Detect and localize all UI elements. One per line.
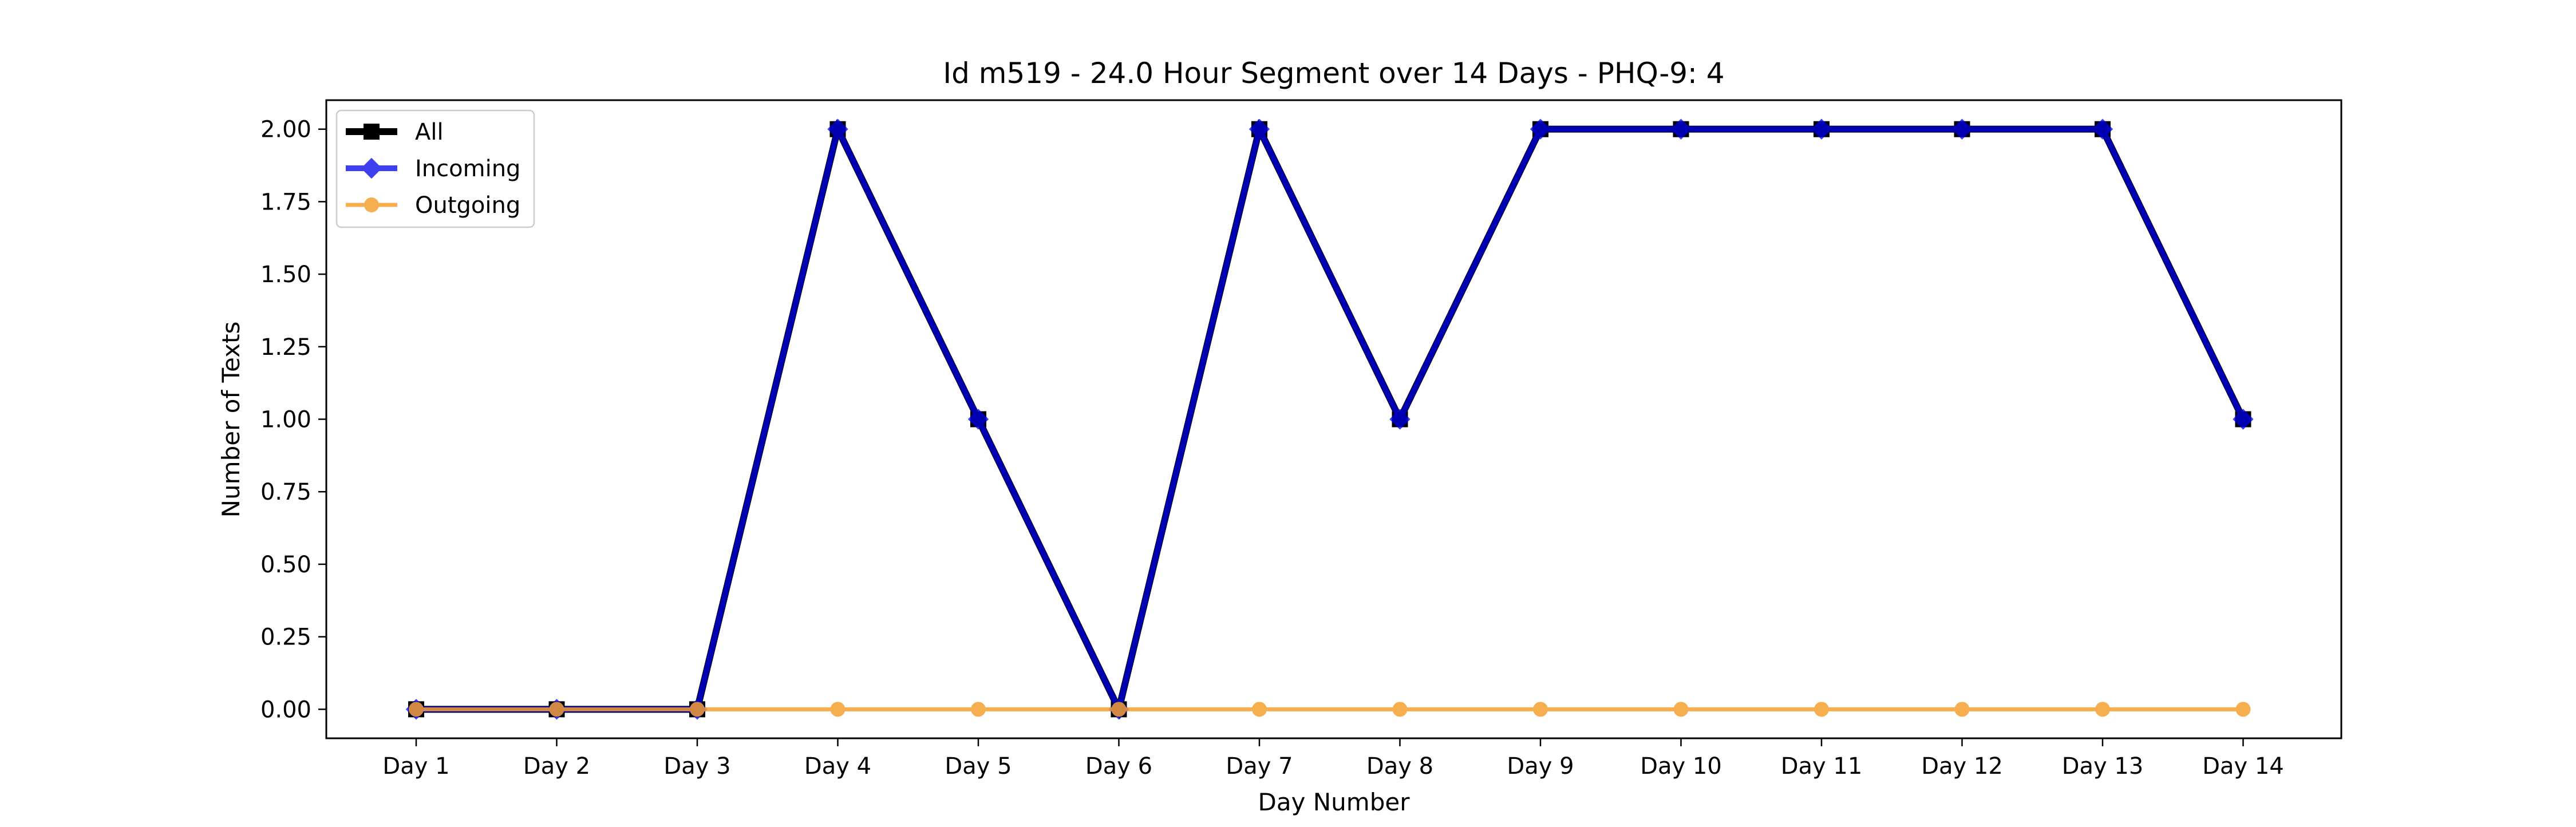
- data-point-outgoing: [1533, 702, 1548, 717]
- y-tick-label: 1.50: [260, 262, 311, 288]
- legend-marker-outgoing: [364, 197, 379, 212]
- x-tick-label: Day 5: [945, 753, 1012, 779]
- y-tick-label: 1.25: [260, 334, 311, 361]
- legend-marker-all: [364, 124, 380, 140]
- data-point-outgoing: [549, 702, 564, 717]
- series-incoming: [405, 118, 2254, 720]
- data-point-outgoing: [1814, 702, 1829, 717]
- data-point-incoming: [2233, 409, 2254, 430]
- y-tick-label: 2.00: [260, 117, 311, 143]
- legend-marker-incoming: [361, 157, 382, 179]
- series-line-all: [416, 119, 2246, 719]
- data-point-outgoing: [1252, 702, 1267, 717]
- x-tick-label: Day 11: [1781, 753, 1863, 779]
- legend-label-outgoing: Outgoing: [415, 192, 520, 219]
- y-tick-label: 1.75: [260, 189, 311, 215]
- data-point-outgoing: [2095, 702, 2110, 717]
- y-tick-label: 0.50: [260, 552, 311, 578]
- x-tick-label: Day 8: [1366, 753, 1433, 779]
- legend-frame: [335, 109, 535, 228]
- x-tick-label: Day 3: [663, 753, 730, 779]
- data-point-outgoing: [830, 702, 846, 717]
- legend-label-all: All: [415, 119, 444, 145]
- data-point-incoming: [1951, 118, 1973, 140]
- legend-label-incoming: Incoming: [415, 156, 520, 182]
- x-tick-label: Day 1: [382, 753, 449, 779]
- x-tick-label: Day 2: [523, 753, 590, 779]
- plot-frame: [325, 99, 2342, 739]
- x-tick-label: Day 12: [1921, 753, 2003, 779]
- y-axis-label: Number of Texts: [217, 322, 245, 518]
- data-point-incoming: [2092, 118, 2113, 140]
- data-point-incoming: [1811, 118, 1832, 140]
- legend-entry-incoming: [346, 157, 397, 179]
- data-point-incoming: [1249, 118, 1270, 140]
- data-point-outgoing: [2235, 702, 2251, 717]
- legend-entry-all: [346, 124, 397, 140]
- data-point-incoming: [1670, 118, 1692, 140]
- x-tick-label: Day 13: [2062, 753, 2144, 779]
- data-point-outgoing: [1111, 702, 1127, 717]
- series-lines: [405, 118, 2254, 720]
- x-tick-label: Day 9: [1507, 753, 1574, 779]
- legend: All Incoming Outgoing: [335, 109, 535, 228]
- x-tick-label: Day 10: [1640, 753, 1722, 779]
- data-point-incoming: [1389, 409, 1411, 430]
- axes: Day 1 Day 2 Day 3 Day 4 Day 5 Day 6 Day 7 Day 8…: [260, 99, 2342, 779]
- series-all: [408, 119, 2251, 719]
- chart-title: Id m519 - 24.0 Hour Segment over 14 Days…: [943, 57, 1724, 90]
- x-tick-label: Day 4: [804, 753, 871, 779]
- y-tick-label: 0.00: [260, 697, 311, 723]
- x-axis-label: Day Number: [1258, 788, 1410, 816]
- data-point-incoming: [827, 118, 848, 140]
- x-tick-label: Day 6: [1085, 753, 1152, 779]
- data-point-outgoing: [409, 702, 424, 717]
- data-point-incoming: [1530, 118, 1551, 140]
- data-point-outgoing: [1954, 702, 1970, 717]
- x-tick-label: Day 14: [2202, 753, 2284, 779]
- data-point-outgoing: [971, 702, 986, 717]
- data-point-incoming: [967, 409, 989, 430]
- data-point-outgoing: [1673, 702, 1689, 717]
- data-point-outgoing: [690, 702, 705, 717]
- legend-entry-outgoing: [346, 197, 397, 212]
- x-tick-label: Day 7: [1226, 753, 1293, 779]
- y-tick-label: 1.00: [260, 407, 311, 433]
- y-tick-label: 0.75: [260, 479, 311, 505]
- series-outgoing: [409, 702, 2251, 717]
- data-point-outgoing: [1392, 702, 1408, 717]
- series-line-incoming: [416, 120, 2246, 718]
- y-tick-label: 0.25: [260, 624, 311, 651]
